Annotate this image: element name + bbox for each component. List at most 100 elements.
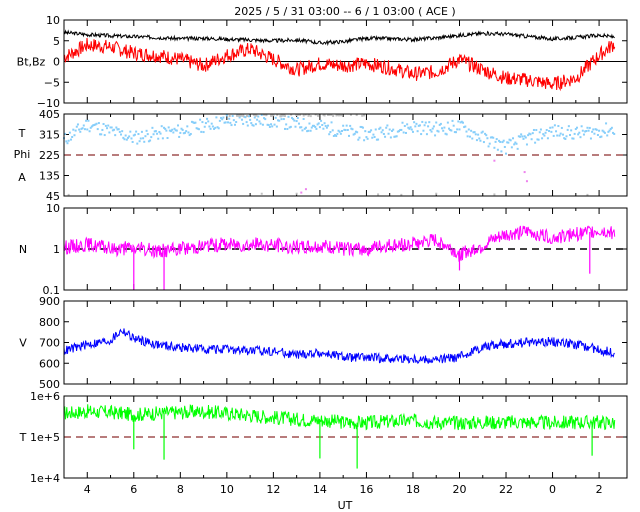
phi-point xyxy=(153,130,156,133)
phi-point xyxy=(178,135,181,138)
x-tick-label: 18 xyxy=(406,483,420,496)
phi-point xyxy=(107,124,110,127)
phi-point xyxy=(189,132,192,135)
phi-away-point xyxy=(322,113,325,116)
phi-away-point xyxy=(228,114,231,117)
phi-point xyxy=(89,126,92,129)
phi-point xyxy=(558,134,561,137)
y-axis-label: N xyxy=(19,243,27,256)
y-tick-label: 600 xyxy=(39,357,60,370)
phi-away-point xyxy=(242,115,245,118)
phi-point xyxy=(569,133,572,136)
phi-point xyxy=(517,135,520,138)
phi-point xyxy=(316,123,319,126)
phi-point xyxy=(309,129,312,132)
phi-point xyxy=(122,136,125,139)
phi-point xyxy=(452,124,455,127)
phi-point xyxy=(337,129,340,132)
panel-temperature: 1e+6 1e+5 1e+4 T xyxy=(19,390,628,485)
phi-point xyxy=(609,127,612,130)
phi-away-point xyxy=(330,113,333,116)
phi-point xyxy=(157,137,160,140)
phi-point xyxy=(130,137,133,140)
phi-point xyxy=(610,126,613,129)
phi-point xyxy=(601,129,604,132)
phi-point xyxy=(210,122,213,125)
phi-toward-point xyxy=(525,180,528,183)
phi-point xyxy=(575,126,578,129)
phi-point xyxy=(549,126,552,129)
y-tick-label: 1e+4 xyxy=(30,472,60,485)
phi-point xyxy=(389,136,392,139)
phi-point xyxy=(363,139,366,142)
phi-point xyxy=(299,126,302,129)
phi-point xyxy=(467,128,470,131)
phi-point xyxy=(385,126,388,129)
phi-away-point xyxy=(323,114,326,117)
phi-point xyxy=(224,121,227,124)
phi-point xyxy=(271,125,274,128)
phi-point xyxy=(546,137,549,140)
phi-point xyxy=(388,128,391,131)
phi-point xyxy=(539,128,542,131)
phi-point xyxy=(506,141,509,144)
phi-point xyxy=(593,132,596,135)
y-tick-label: 45 xyxy=(46,190,60,203)
phi-point xyxy=(557,125,560,128)
phi-point xyxy=(277,119,280,122)
phi-point xyxy=(202,131,205,134)
phi-away-point xyxy=(340,114,343,117)
phi-point xyxy=(296,117,299,120)
x-tick-label: 16 xyxy=(359,483,373,496)
phi-point xyxy=(313,124,316,127)
phi-point xyxy=(460,120,463,123)
phi-point xyxy=(559,132,562,135)
phi-point xyxy=(456,128,459,131)
panel-density: 10 1 0.1 N xyxy=(19,202,628,297)
phi-point xyxy=(325,126,328,129)
phi-point xyxy=(514,141,517,144)
phi-point xyxy=(463,126,466,129)
x-tick-label: 20 xyxy=(452,483,466,496)
phi-point xyxy=(442,129,445,132)
phi-point xyxy=(181,128,184,131)
phi-point xyxy=(323,122,326,125)
phi-point xyxy=(491,136,494,139)
phi-point xyxy=(392,128,395,131)
bt-series-line xyxy=(63,29,615,47)
phi-point xyxy=(516,147,519,150)
phi-point xyxy=(217,127,220,130)
phi-point xyxy=(413,121,416,124)
panel-magnetic-field: 10 5 0 −5 −10 Bt,Bz xyxy=(17,14,628,110)
phi-point xyxy=(172,131,175,134)
phi-away-point xyxy=(355,114,358,117)
phi-point xyxy=(365,136,368,139)
phi-point xyxy=(295,120,298,123)
phi-point xyxy=(431,127,434,130)
phi-point xyxy=(502,139,505,142)
phi-away-point xyxy=(316,114,319,117)
phi-point xyxy=(448,127,451,130)
phi-point xyxy=(149,139,152,142)
phi-point xyxy=(584,130,587,133)
phi-point xyxy=(587,129,590,132)
y-tick-label: 10 xyxy=(46,202,60,215)
phi-point xyxy=(152,133,155,136)
phi-away-point xyxy=(327,113,330,116)
phi-point xyxy=(358,136,361,139)
phi-point xyxy=(273,123,276,126)
y-tick-label: 700 xyxy=(39,337,60,350)
panel-speed: 900 800 700 600 500 V xyxy=(19,295,628,391)
phi-point xyxy=(510,146,513,149)
phi-point xyxy=(564,137,567,140)
phi-point xyxy=(489,136,492,139)
phi-point xyxy=(398,130,401,133)
phi-point xyxy=(541,137,544,140)
y-axis-label: T xyxy=(18,127,26,140)
phi-point xyxy=(342,124,345,127)
phi-point xyxy=(86,128,89,131)
phi-point xyxy=(213,127,216,130)
phi-point xyxy=(366,137,369,140)
series-line-temperature xyxy=(63,403,616,431)
